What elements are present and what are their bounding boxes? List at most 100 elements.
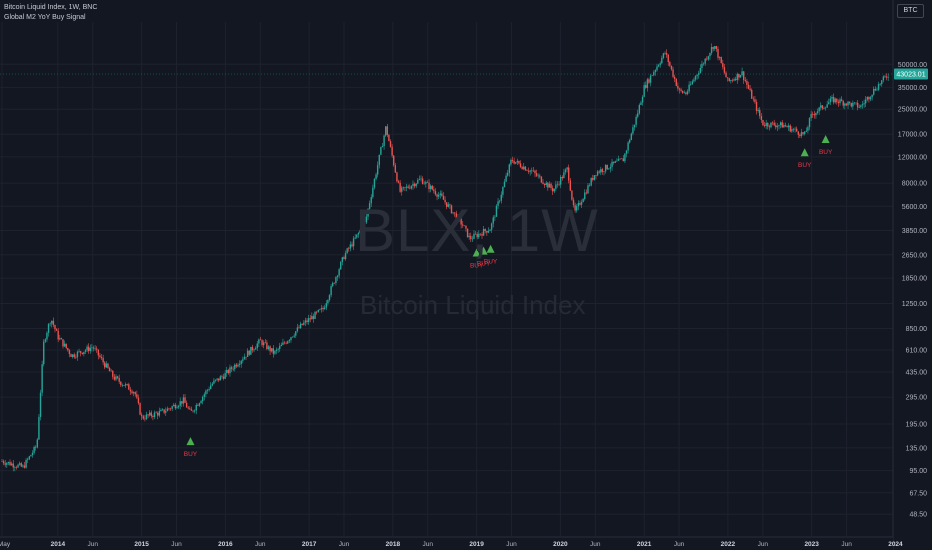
candle-body <box>840 99 843 102</box>
y-tick-label: 135.00 <box>906 445 928 452</box>
candle-body <box>816 111 819 113</box>
candle-body <box>733 79 735 81</box>
candle-body <box>269 346 271 352</box>
candle-body <box>190 409 193 411</box>
candle-body <box>531 170 533 172</box>
candle-body <box>412 183 414 186</box>
candle-body <box>65 343 67 349</box>
candle-body <box>193 410 196 412</box>
candle-body <box>677 85 679 89</box>
candle-body <box>39 392 42 417</box>
candle-body <box>548 183 551 188</box>
x-tick-label: 2021 <box>637 541 652 548</box>
candle-body <box>148 412 151 416</box>
buy-signal-marker <box>486 244 495 253</box>
candle-body <box>214 379 217 381</box>
candle-body <box>540 176 543 183</box>
candle-body <box>120 381 122 386</box>
candle-body <box>553 188 555 192</box>
candle-body <box>648 79 650 83</box>
x-tick-label: Jun <box>87 541 98 548</box>
candle-body <box>717 48 719 58</box>
candle-body <box>150 412 153 417</box>
candle-body <box>426 182 429 183</box>
y-tick-label: 8000.00 <box>902 181 927 188</box>
candle-body <box>155 412 157 414</box>
candle-body <box>179 401 181 406</box>
candle-body <box>282 342 284 345</box>
candle-body <box>596 171 599 176</box>
x-tick-label: 2024 <box>888 541 903 548</box>
candle-body <box>298 327 300 329</box>
candle-body <box>515 162 517 164</box>
candle-body <box>394 165 397 173</box>
candle-body <box>200 401 202 404</box>
candle-body <box>14 467 16 468</box>
candle-body <box>584 192 586 199</box>
candle-body <box>405 186 408 188</box>
candle-body <box>280 344 283 347</box>
candle-body <box>368 203 371 209</box>
candle-body <box>762 119 764 126</box>
candle-body <box>208 389 210 390</box>
candle-body <box>860 105 862 108</box>
candle-body <box>714 46 716 49</box>
candle-body <box>521 167 523 170</box>
candle-body <box>420 178 422 180</box>
candle-body <box>229 367 231 374</box>
candle-body <box>380 147 382 155</box>
x-tick-label: Jun <box>674 541 685 548</box>
candle-body <box>325 303 327 308</box>
candle-body <box>338 269 340 276</box>
candle-body <box>649 75 652 83</box>
candle-body <box>246 350 249 358</box>
symbol-button[interactable]: BTC <box>897 4 924 18</box>
candle-body <box>874 88 877 91</box>
candle-body <box>693 79 695 82</box>
candle-body <box>431 185 433 190</box>
candle-body <box>299 323 302 328</box>
candle-body <box>259 339 262 341</box>
candle-body <box>747 84 750 89</box>
candle-body <box>744 80 747 82</box>
candle-body <box>401 187 403 192</box>
candle-body <box>206 389 209 391</box>
candle-body <box>137 397 140 404</box>
x-tick-label: 2016 <box>218 541 233 548</box>
candle-body <box>201 396 204 402</box>
candle-body <box>592 178 594 180</box>
candle-body <box>826 104 828 108</box>
candle-body <box>455 213 458 220</box>
candle-body <box>519 163 522 168</box>
candle-body <box>625 150 628 154</box>
indicator-title[interactable]: Global M2 YoY Buy Signal <box>4 14 86 21</box>
candle-body <box>542 182 544 185</box>
candle-body <box>393 155 395 166</box>
candle-body <box>871 94 873 98</box>
candle-body <box>632 127 634 134</box>
candle-body <box>685 92 687 95</box>
candle-body <box>523 166 525 170</box>
candle-body <box>26 459 29 460</box>
candle-body <box>770 122 772 128</box>
candle-body <box>386 126 388 135</box>
candle-body <box>608 168 610 170</box>
candle-body <box>476 234 478 238</box>
candle-body <box>234 364 236 369</box>
candle-body <box>609 167 612 169</box>
candle-body <box>312 316 315 319</box>
candle-body <box>153 412 156 418</box>
candle-body <box>863 103 865 105</box>
candle-body <box>617 158 620 161</box>
candle-body <box>646 79 649 88</box>
candle-body <box>46 332 48 340</box>
candle-body <box>68 350 71 355</box>
candle-body <box>319 309 321 311</box>
candle-body <box>388 134 390 142</box>
candle-body <box>396 172 398 182</box>
candle-body <box>75 357 77 358</box>
y-tick-label: 25000.00 <box>898 107 927 114</box>
candle-body <box>197 405 199 406</box>
candle-body <box>104 362 106 368</box>
